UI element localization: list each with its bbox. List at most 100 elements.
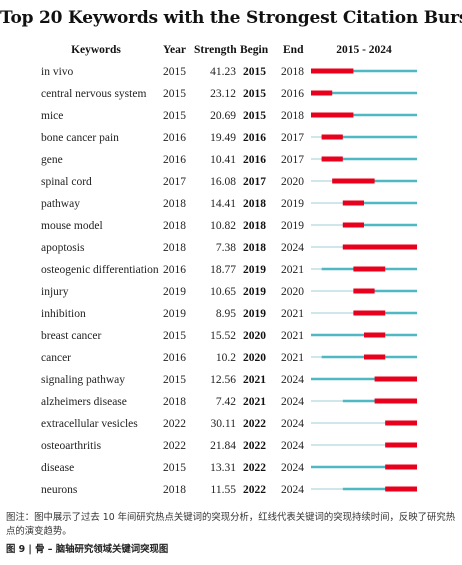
burst-bar (311, 90, 333, 96)
header-year: Year (163, 44, 186, 56)
timeline-active-segment (311, 377, 417, 381)
row-year: 2018 (163, 242, 186, 254)
header-end: End (283, 44, 304, 56)
timeline-inactive-segment (311, 268, 322, 270)
row-end: 2019 (281, 220, 304, 232)
row-keyword: injury (41, 286, 69, 298)
timeline-active-segment (342, 223, 417, 227)
row-begin: 2016 (243, 132, 266, 144)
row-keyword: mice (41, 110, 63, 122)
burst-bar (385, 420, 417, 426)
row-end: 2019 (281, 198, 304, 210)
row-begin: 2017 (243, 176, 266, 188)
row-end: 2020 (281, 176, 304, 188)
row-begin: 2022 (243, 440, 266, 452)
row-keyword: central nervous system (41, 88, 146, 100)
row-begin: 2016 (243, 154, 266, 166)
row-keyword: breast cancer (41, 330, 102, 342)
row-strength: 20.69 (210, 110, 236, 122)
burst-bar (364, 332, 386, 338)
row-end: 2024 (281, 418, 304, 430)
row-year: 2015 (163, 66, 186, 78)
row-year: 2016 (163, 154, 186, 166)
row-strength: 11.55 (211, 484, 237, 496)
burst-bar (374, 376, 417, 382)
row-year: 2018 (163, 198, 186, 210)
timeline-active-segment (311, 113, 417, 117)
row-begin: 2021 (243, 396, 266, 408)
row-strength: 10.41 (210, 154, 236, 166)
row-year: 2019 (163, 286, 186, 298)
row-begin: 2021 (243, 374, 266, 386)
timeline-active-segment (311, 465, 417, 469)
row-end: 2024 (281, 242, 304, 254)
row-strength: 30.11 (211, 418, 237, 430)
row-begin: 2018 (243, 220, 266, 232)
row-begin: 2022 (243, 484, 266, 496)
row-year: 2022 (163, 418, 186, 430)
burst-bar (385, 442, 417, 448)
row-keyword: alzheimers disease (41, 396, 127, 408)
timeline-inactive-segment (311, 290, 354, 292)
burst-bar (311, 68, 354, 74)
row-keyword: disease (41, 462, 74, 474)
timeline-inactive-segment (311, 400, 343, 402)
row-strength: 14.41 (210, 198, 236, 210)
row-year: 2016 (163, 352, 186, 364)
timeline-inactive-segment (311, 422, 386, 424)
row-year: 2016 (163, 132, 186, 144)
row-begin: 2020 (243, 352, 266, 364)
row-year: 2015 (163, 374, 186, 386)
row-strength: 21.84 (210, 440, 236, 452)
timeline-active-segment (321, 135, 417, 139)
row-keyword: gene (41, 154, 63, 166)
figure-label: 图 9 | 骨 – 脑轴研究领域关键词突现图 (6, 544, 169, 555)
row-strength: 10.65 (210, 286, 236, 298)
timeline-active-segment (353, 289, 417, 293)
row-strength: 12.56 (210, 374, 236, 386)
row-strength: 10.82 (210, 220, 236, 232)
timeline-active-segment (342, 201, 417, 205)
row-strength: 16.08 (210, 176, 236, 188)
row-strength: 7.42 (216, 396, 236, 408)
burst-bar (311, 112, 354, 118)
timeline-inactive-segment (311, 180, 333, 182)
row-keyword: inhibition (41, 308, 86, 320)
row-keyword: pathway (41, 198, 80, 210)
row-begin: 2019 (243, 308, 266, 320)
row-begin: 2019 (243, 264, 266, 276)
burst-bar (321, 134, 343, 140)
figure-caption: 图注：图中展示了过去 10 年间研究热点关键词的突现分析，红线代表关键词的突现持… (6, 512, 456, 537)
row-year: 2018 (163, 220, 186, 232)
burst-bar (364, 354, 386, 360)
row-keyword: osteoarthritis (41, 440, 102, 452)
row-begin: 2022 (243, 462, 266, 474)
row-strength: 15.52 (210, 330, 236, 342)
row-end: 2018 (281, 66, 304, 78)
row-year: 2018 (163, 484, 186, 496)
row-strength: 18.77 (210, 264, 236, 276)
row-keyword: cancer (41, 352, 71, 364)
timeline-active-segment (342, 487, 417, 491)
timeline-active-segment (311, 69, 417, 73)
row-keyword: in vivo (41, 66, 74, 78)
row-year: 2015 (163, 88, 186, 100)
burst-bar (353, 288, 375, 294)
row-end: 2018 (281, 110, 304, 122)
burst-bar (332, 178, 375, 184)
chart-title: Top 20 Keywords with the Strongest Citat… (0, 8, 462, 28)
burst-bar (353, 266, 386, 272)
timeline-inactive-segment (311, 312, 354, 314)
row-strength: 8.95 (216, 308, 236, 320)
timeline-inactive-segment (311, 158, 322, 160)
row-keyword: apoptosis (41, 242, 85, 254)
row-keyword: mouse model (41, 220, 103, 232)
row-keyword: osteogenic differentiation (41, 264, 159, 276)
row-begin: 2019 (243, 286, 266, 298)
row-strength: 23.12 (210, 88, 236, 100)
row-end: 2021 (281, 352, 304, 364)
row-begin: 2020 (243, 330, 266, 342)
row-end: 2024 (281, 396, 304, 408)
timeline-inactive-segment (311, 246, 343, 248)
row-keyword: neurons (41, 484, 78, 496)
